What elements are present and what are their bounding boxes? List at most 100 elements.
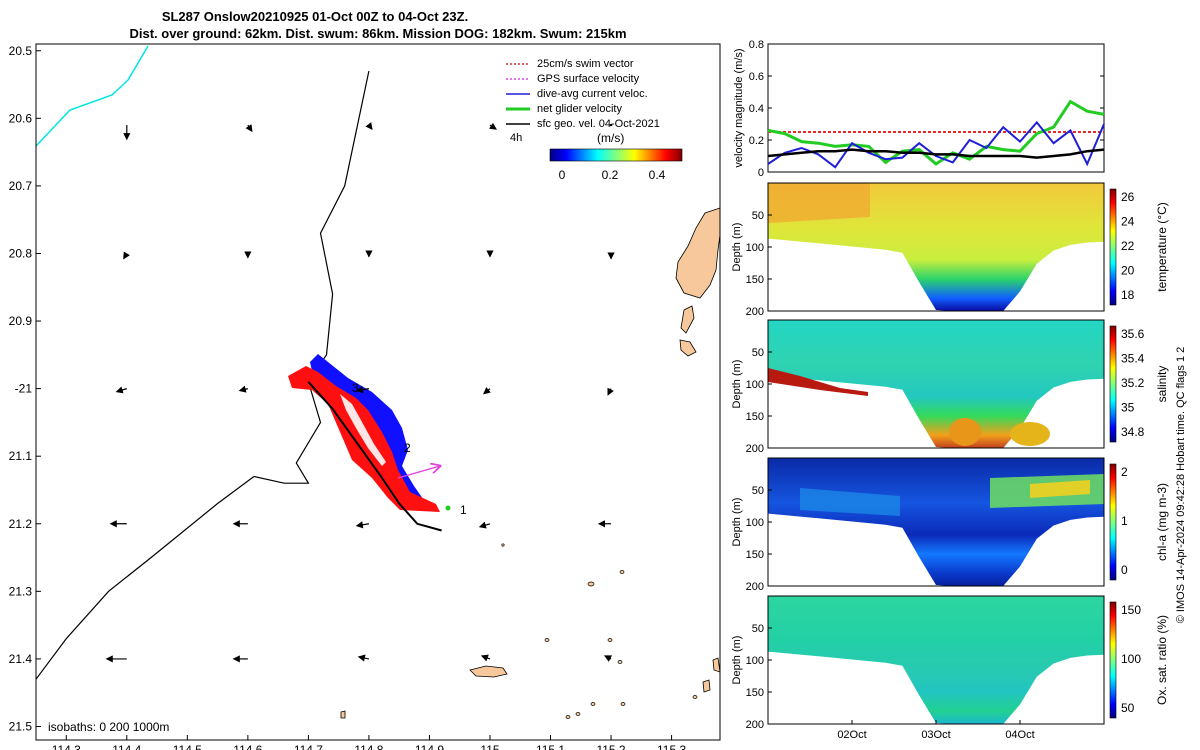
section-y-tick-label: 50: [752, 210, 764, 222]
map-y-axis: 20.5 20.6 20.7 20.8 20.9 -21 21.1 21.2 21.3 21.4 2…: [9, 44, 41, 733]
map-y-tick-label: 20.5: [9, 44, 33, 58]
map-x-tick-label: 115.1: [536, 743, 565, 750]
section-ylabel: Depth (m): [731, 223, 743, 272]
map-y-tick-label: 21.2: [9, 517, 33, 531]
section-colorbar-label: chl-a (mg m-3): [1155, 483, 1169, 561]
map-land-island-d: [469, 665, 508, 678]
geo-velocity-arrow: [115, 386, 127, 394]
map-track-label-1: 1: [460, 503, 467, 517]
geo-velocity-arrow: [238, 385, 249, 393]
figure-title-line1: SL287 Onslow20210925 01-Oct 00Z to 04-Oc…: [162, 9, 468, 24]
section-accent-high-salinity: [768, 368, 868, 396]
section-colorbar-tick: 26: [1121, 190, 1135, 204]
velocity-y-axis: 0 0.2 0.4 0.6 0.8: [749, 39, 1104, 179]
section-y-tick-label: 150: [746, 549, 764, 561]
legend-swim-label: 25cm/s swim vector: [537, 58, 634, 70]
map-small-islets: [501, 543, 698, 719]
section-field: [768, 320, 1104, 448]
section-panel-salinity: 50 100 150 200 Depth (m) 35.6 35.4 35.2 35 34.8 sa…: [731, 319, 1169, 455]
geo-velocity-arrow: [123, 251, 130, 260]
section-y-tick-label: 100: [746, 655, 764, 667]
section-colorbar-tick: 2: [1121, 465, 1128, 479]
section-y-tick-label: 50: [752, 485, 764, 497]
figure-title-line2: Dist. over ground: 62km. Dist. swum: 86k…: [129, 26, 626, 41]
section-y-tick-label: 200: [746, 719, 764, 731]
section-x-tick-label: 03Oct: [921, 729, 950, 741]
geo-velocity-arrow: [355, 386, 370, 394]
velocity-series-geo: [767, 148, 1105, 159]
section-colorbar-tick: 35.6: [1121, 327, 1145, 341]
section-colorbar-tick: 34.8: [1121, 425, 1145, 439]
legend-geo-label: sfc geo. vel. 04-Oct-2021: [537, 118, 660, 130]
section-x-tick-label: 04Oct: [1005, 729, 1034, 741]
legend-diveavg-label: dive-avg current veloc.: [537, 88, 648, 100]
section-ylabel: Depth (m): [731, 360, 743, 409]
section-y-tick-label: 50: [752, 347, 764, 359]
velocity-y-tick-label: 0: [758, 167, 764, 179]
map-x-tick-label: 114.5: [173, 743, 202, 750]
map-x-tick-label: 115: [480, 743, 499, 750]
section-colorbar: [1109, 188, 1117, 306]
geo-velocity-arrow: [483, 387, 491, 395]
speed-colorbar-tick-1: 0.2: [602, 168, 619, 182]
velocity-y-tick-label: 0.8: [749, 39, 764, 51]
section-accent-chl: [800, 488, 900, 516]
section-colorbar-tick: 150: [1121, 603, 1141, 617]
section-colorbar-tick: 24: [1121, 215, 1135, 229]
velocity-panel: 0 0.2 0.4 0.6 0.8 velocity magnitude (m/s): [733, 39, 1105, 179]
map-geo-velocity-arrows: [105, 122, 615, 663]
section-accent-warm: [768, 183, 870, 223]
map-y-tick-label: 21.1: [9, 449, 33, 463]
section-colorbar-label: temperature (°C): [1155, 202, 1169, 292]
map-isobath-line: [36, 70, 370, 680]
legend-gps-label: GPS surface velocity: [537, 73, 640, 85]
section-panel-temperature: 50 100 150 200 Depth (m) 26 24 22 20 18 temperatur…: [731, 182, 1169, 318]
section-y-tick-label: 150: [746, 411, 764, 423]
section-y-tick-label: 150: [746, 274, 764, 286]
section-colorbar: [1109, 463, 1117, 581]
geo-velocity-arrow: [480, 654, 491, 662]
speed-colorbar-tick-2: 0.4: [649, 168, 666, 182]
geo-velocity-arrow: [607, 387, 614, 396]
section-panel-chl-a: 50 100 150 200 Depth (m) 2 1 0 chl-a (mg m-3): [731, 457, 1169, 593]
velocity-series-net: [767, 99, 1105, 166]
section-accent-deep: [949, 418, 981, 446]
section-colorbar-tick: 50: [1121, 701, 1135, 715]
velocity-y-tick-label: 0.6: [749, 71, 764, 83]
velocity-ylabel: velocity magnitude (m/s): [733, 48, 745, 167]
map-track-label-3: 3: [352, 381, 359, 395]
speed-colorbar-tick-0: 0: [559, 168, 566, 182]
section-y-tick-label: 100: [746, 517, 764, 529]
geo-velocity-arrow: [488, 122, 497, 130]
legend-4h-label: 4h: [510, 132, 522, 144]
map-x-tick-label: 114.7: [294, 743, 323, 750]
map-x-tick-label: 114.4: [112, 743, 141, 750]
geo-velocity-arrow: [365, 122, 373, 131]
velocity-series-dive-avg: [767, 120, 1105, 169]
map-y-tick-label: 21.4: [9, 652, 33, 666]
section-field: [768, 596, 1104, 724]
section-colorbar-label: Ox. sat. ratio (%): [1155, 615, 1169, 705]
map-track-label-2: 2: [404, 441, 411, 455]
section-accent-deep: [1010, 422, 1050, 446]
map-y-tick-label: 21.5: [9, 719, 33, 733]
map-land-island-c: [679, 339, 697, 357]
geo-velocity-arrow: [609, 123, 613, 127]
section-colorbar-tick: 35: [1121, 401, 1135, 415]
section-colorbar-label: salinity: [1155, 366, 1169, 403]
geo-velocity-arrow: [355, 521, 370, 529]
map-y-tick-label: 20.9: [9, 314, 33, 328]
map-y-tick-label: -21: [15, 382, 33, 396]
legend-net-label: net glider velocity: [537, 103, 622, 115]
map-land-island-g: [340, 710, 346, 719]
section-colorbar-tick: 35.4: [1121, 352, 1145, 366]
timestamp-note: © IMOS 14-Apr-2024 09:42:28 Hobart time.…: [1175, 347, 1187, 624]
map-x-tick-label: 114.3: [52, 743, 81, 750]
section-colorbar-tick: 0: [1121, 563, 1128, 577]
section-ylabel: Depth (m): [731, 498, 743, 547]
map-glider-track: [307, 381, 442, 532]
section-y-tick-label: 50: [752, 623, 764, 635]
geo-velocity-arrow: [357, 654, 370, 662]
